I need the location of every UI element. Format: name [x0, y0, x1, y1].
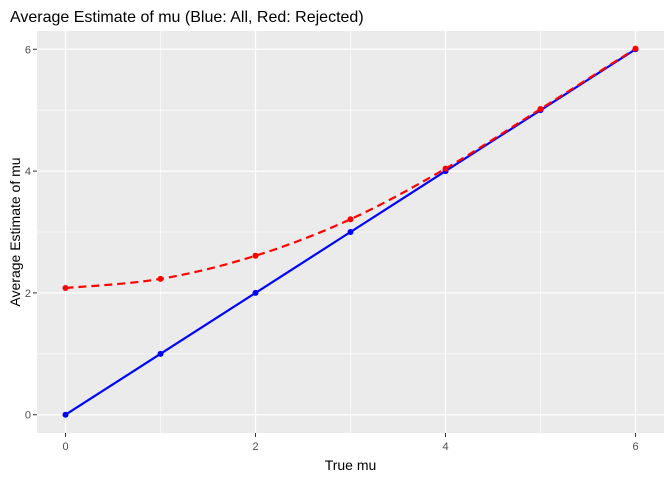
series-point-1	[252, 289, 259, 296]
series-point-2	[157, 275, 164, 282]
x-tick-label: 6	[632, 441, 638, 453]
series-point-1	[347, 229, 354, 235]
major-gridlines	[37, 31, 664, 433]
x-axis-label: True mu	[325, 457, 377, 473]
series-point-2	[347, 216, 354, 223]
series-point-2	[442, 165, 449, 172]
series-point-2	[62, 285, 69, 292]
x-axis: 0 2 4 6	[62, 433, 639, 453]
y-tick-label: 0	[25, 410, 31, 422]
chart-title: Average Estimate of mu (Blue: All, Red: …	[10, 9, 364, 26]
y-tick-label: 2	[25, 288, 31, 300]
y-tick-label: 4	[25, 166, 31, 178]
y-tick-label: 6	[25, 44, 31, 56]
x-tick-label: 0	[62, 441, 68, 453]
series-point-1	[157, 350, 164, 357]
series-layer	[62, 45, 639, 418]
series-point-2	[537, 105, 544, 112]
y-axis: 0 2 4 6	[25, 44, 37, 422]
x-tick-label: 4	[442, 441, 448, 453]
series-point-2	[632, 45, 639, 52]
series-point-1	[62, 411, 69, 418]
x-tick-label: 2	[252, 441, 258, 453]
series-point-2	[252, 252, 259, 259]
y-axis-label: Average Estimate of mu	[7, 157, 23, 306]
